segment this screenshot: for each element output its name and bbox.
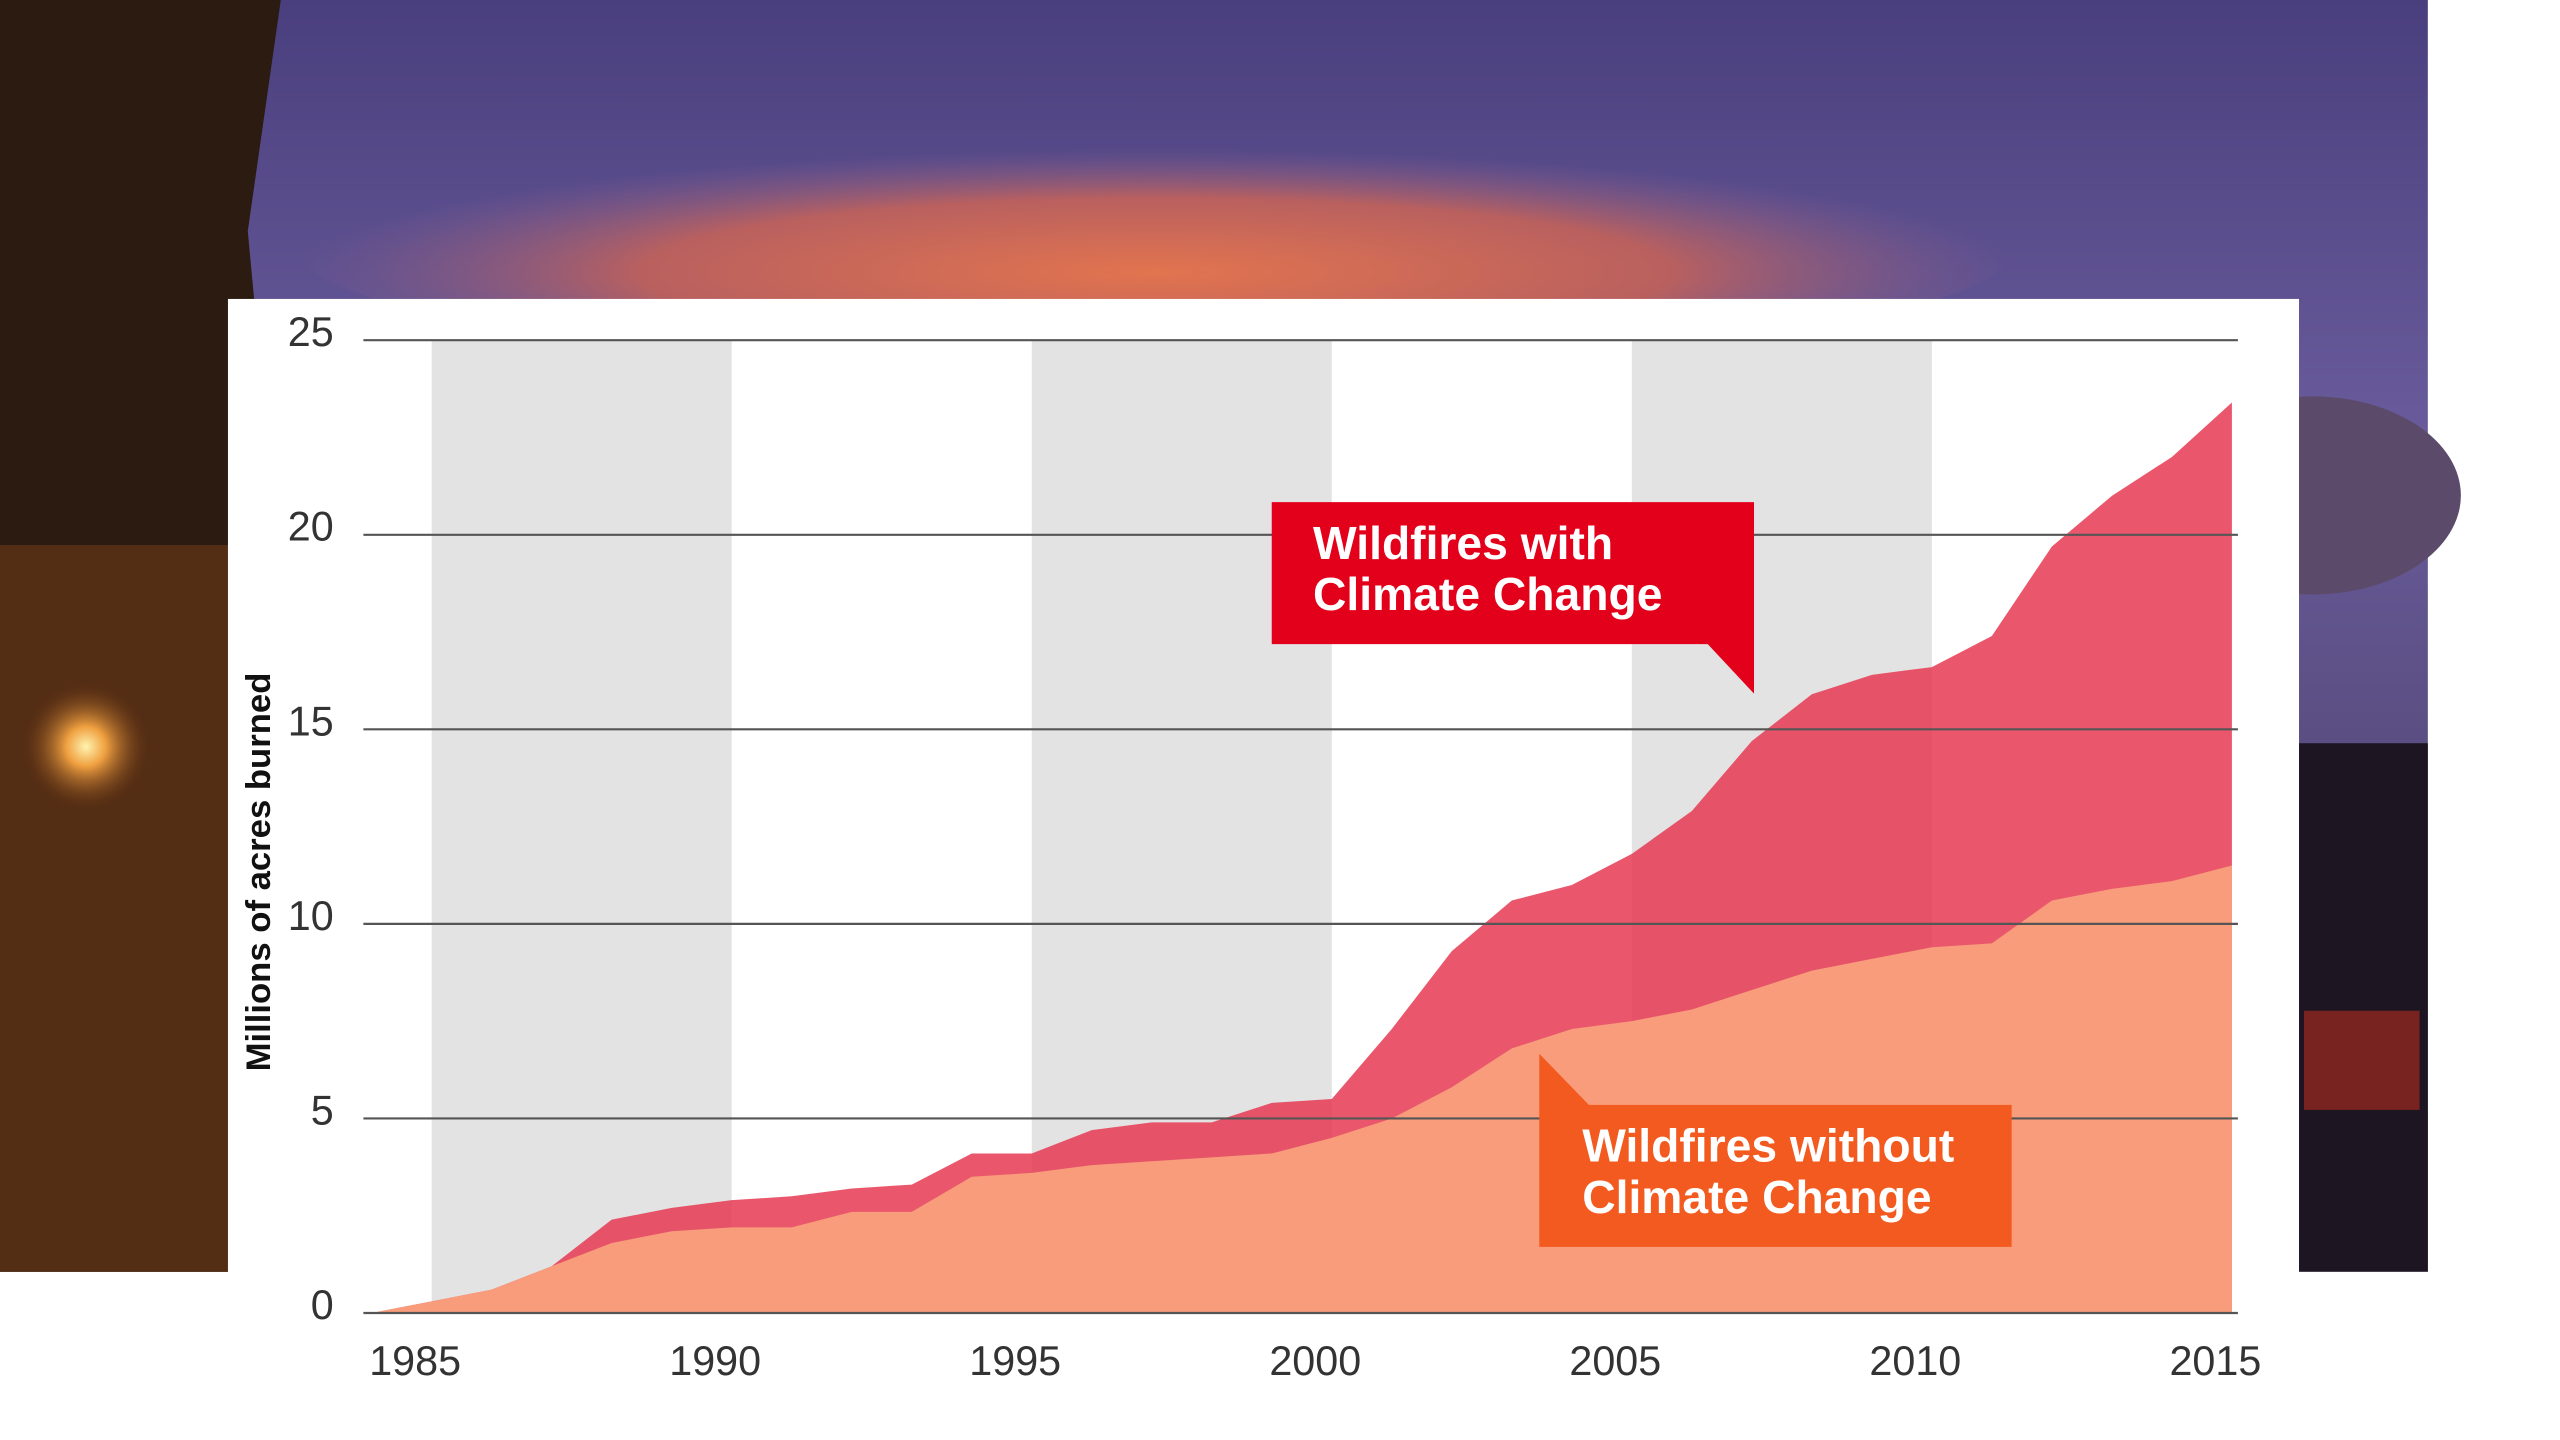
y-tick-label: 20 [288, 504, 334, 550]
y-tick-label: 15 [288, 698, 334, 744]
y-tick-label: 25 [288, 309, 334, 355]
page: {"chart_data":{"type":"area", "y_label":… [0, 0, 2560, 1440]
annotation-text: Climate Change [1582, 1171, 1931, 1223]
background-band [432, 340, 732, 1313]
x-tick-label: 1990 [669, 1338, 761, 1384]
annotation-text: Wildfires without [1582, 1120, 1954, 1172]
annotation-text: Climate Change [1313, 568, 1662, 620]
y-tick-label: 0 [311, 1282, 334, 1328]
y-tick-label: 5 [311, 1087, 334, 1133]
x-tick-label: 1995 [969, 1338, 1061, 1384]
chart: 0 5 10 15 20 25 1985 1990 1995 2000 2005 2010 2015 M… [0, 0, 2560, 1440]
x-tick-label: 2010 [1869, 1338, 1961, 1384]
annotation-text: Wildfires with [1313, 517, 1613, 569]
y-tick-label: 10 [288, 893, 334, 939]
x-tick-label: 2005 [1569, 1338, 1661, 1384]
x-tick-label: 1985 [369, 1338, 461, 1384]
x-tick-label: 2000 [1269, 1338, 1361, 1384]
y-axis-label: Millions of acres burned [240, 673, 278, 1072]
x-tick-label: 2015 [2169, 1338, 2261, 1384]
